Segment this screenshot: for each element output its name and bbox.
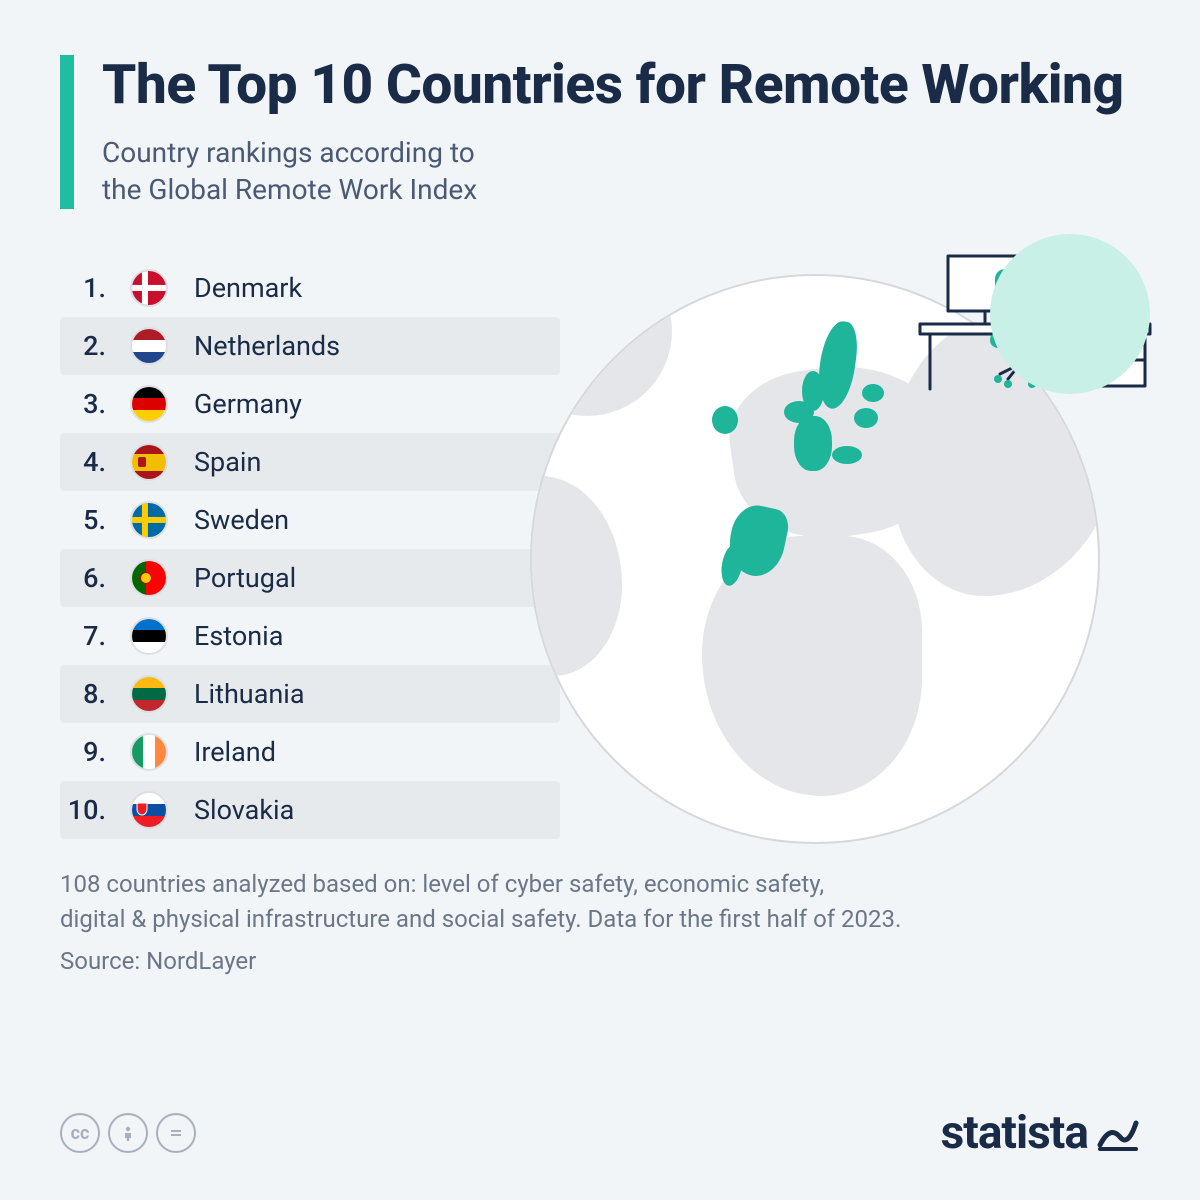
hl-germany xyxy=(794,416,832,471)
globe-area xyxy=(520,214,1160,854)
country-name: Spain xyxy=(194,446,261,478)
rank-number: 2. xyxy=(60,330,130,362)
desk-illustration xyxy=(910,214,1160,404)
flag-icon xyxy=(130,501,168,539)
country-name: Estonia xyxy=(194,620,283,652)
cc-by-icon xyxy=(108,1113,148,1153)
brand-logo: statista xyxy=(941,1106,1140,1160)
table-row: 3. Germany xyxy=(60,375,560,433)
country-name: Germany xyxy=(194,388,302,420)
table-row: 2. Netherlands xyxy=(60,317,560,375)
hl-estonia xyxy=(862,384,884,402)
rank-number: 8. xyxy=(60,678,130,710)
table-row: 5. Sweden xyxy=(60,491,560,549)
flag-icon xyxy=(130,385,168,423)
country-name: Denmark xyxy=(194,272,302,304)
hl-slovakia xyxy=(832,446,862,464)
table-row: 6. Portugal xyxy=(60,549,560,607)
table-row: 10. Slovakia xyxy=(60,781,560,839)
table-row: 9. Ireland xyxy=(60,723,560,781)
flag-icon xyxy=(130,327,168,365)
country-name: Lithuania xyxy=(194,678,305,710)
flag-icon xyxy=(130,617,168,655)
source-label: Source: NordLayer xyxy=(60,947,1140,975)
rank-number: 10. xyxy=(60,794,130,826)
cc-nd-icon xyxy=(156,1113,196,1153)
rank-number: 3. xyxy=(60,388,130,420)
table-row: 7. Estonia xyxy=(60,607,560,665)
country-name: Sweden xyxy=(194,504,289,536)
rank-number: 9. xyxy=(60,736,130,768)
cc-icon: cc xyxy=(60,1113,100,1153)
flag-icon xyxy=(130,443,168,481)
country-name: Netherlands xyxy=(194,330,340,362)
ranking-list: 1. Denmark 2. Netherlands 3. Germany 4. … xyxy=(60,249,560,839)
hl-ireland xyxy=(712,406,738,434)
country-name: Ireland xyxy=(194,736,276,768)
rank-number: 6. xyxy=(60,562,130,594)
brand-wave-icon xyxy=(1096,1111,1140,1155)
flag-icon xyxy=(130,559,168,597)
page-title: The Top 10 Countries for Remote Working xyxy=(102,55,1140,116)
rank-number: 1. xyxy=(60,272,130,304)
accent-bar xyxy=(60,55,74,209)
page-subtitle: Country rankings according to the Global… xyxy=(102,134,1140,210)
footnote: 108 countries analyzed based on: level o… xyxy=(60,867,1140,937)
rank-number: 5. xyxy=(60,504,130,536)
rank-number: 7. xyxy=(60,620,130,652)
rank-number: 4. xyxy=(60,446,130,478)
titles: The Top 10 Countries for Remote Working … xyxy=(102,55,1140,209)
flag-icon xyxy=(130,733,168,771)
brand-text: statista xyxy=(941,1106,1088,1160)
cc-badges: cc xyxy=(60,1113,196,1153)
country-name: Portugal xyxy=(194,562,296,594)
header: The Top 10 Countries for Remote Working … xyxy=(60,55,1140,209)
table-row: 8. Lithuania xyxy=(60,665,560,723)
table-row: 4. Spain xyxy=(60,433,560,491)
flag-icon xyxy=(130,675,168,713)
footer: cc statista xyxy=(60,1106,1140,1160)
table-row: 1. Denmark xyxy=(60,259,560,317)
content: 1. Denmark 2. Netherlands 3. Germany 4. … xyxy=(60,249,1140,839)
country-name: Slovakia xyxy=(194,794,294,826)
hl-lithuania xyxy=(854,408,878,428)
flag-icon xyxy=(130,269,168,307)
flag-icon xyxy=(130,791,168,829)
